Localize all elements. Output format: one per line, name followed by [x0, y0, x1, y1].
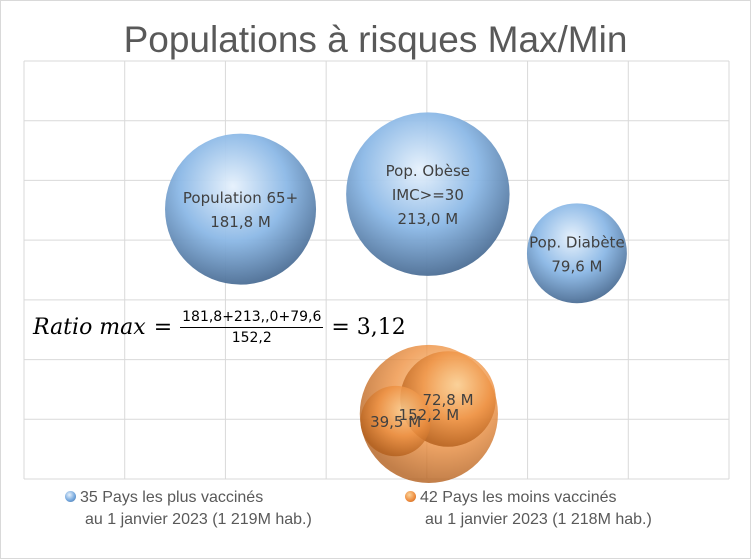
formula-result: = 3,12: [331, 315, 406, 340]
orange-bubble-icon: [405, 491, 416, 502]
ratio-formula: Ratio max = 181,8+213,,0+79,6 152,2 = 3,1…: [33, 309, 406, 346]
bubble-label: IMC>=30: [392, 186, 464, 204]
blue-bubble-icon: [65, 491, 76, 502]
bubble-label: 152,2 M: [399, 406, 460, 424]
formula-equals: =: [153, 315, 173, 340]
bubble: [526, 203, 627, 304]
legend-item-least-vaccinated: 42 Pays les moins vaccinés au 1 janvier …: [405, 487, 652, 531]
bubble: [165, 133, 317, 285]
legend-label-line2: au 1 janvier 2023 (1 219M hab.): [85, 511, 312, 528]
formula-lhs: Ratio max: [33, 315, 146, 340]
legend-item-most-vaccinated: 35 Pays les plus vaccinés au 1 janvier 2…: [65, 487, 312, 531]
bubble-label: 79,6 M: [551, 257, 602, 275]
bubble: [360, 385, 431, 457]
bubble-label: 39,5 M: [370, 413, 421, 431]
legend-label-line2: au 1 janvier 2023 (1 218M hab.): [425, 511, 652, 528]
legend-label: 42 Pays les moins vaccinés: [420, 489, 617, 506]
bubble-label: Pop. Diabète: [529, 233, 625, 251]
bubble: [346, 112, 510, 276]
legend-label: 35 Pays les plus vaccinés: [80, 489, 264, 506]
bubble-label: Pop. Obèse: [386, 162, 470, 180]
bubble-label: 181,8 M: [210, 213, 271, 231]
bubble-label: 213,0 M: [398, 210, 459, 228]
formula-denominator: 152,2: [231, 330, 272, 346]
bubble-label: 72,8 M: [422, 391, 473, 409]
chart-title: Populations à risques Max/Min: [123, 19, 628, 60]
bubble-label: Population 65+: [183, 189, 298, 207]
formula-numerator: 181,8+213,,0+79,6: [180, 309, 324, 328]
